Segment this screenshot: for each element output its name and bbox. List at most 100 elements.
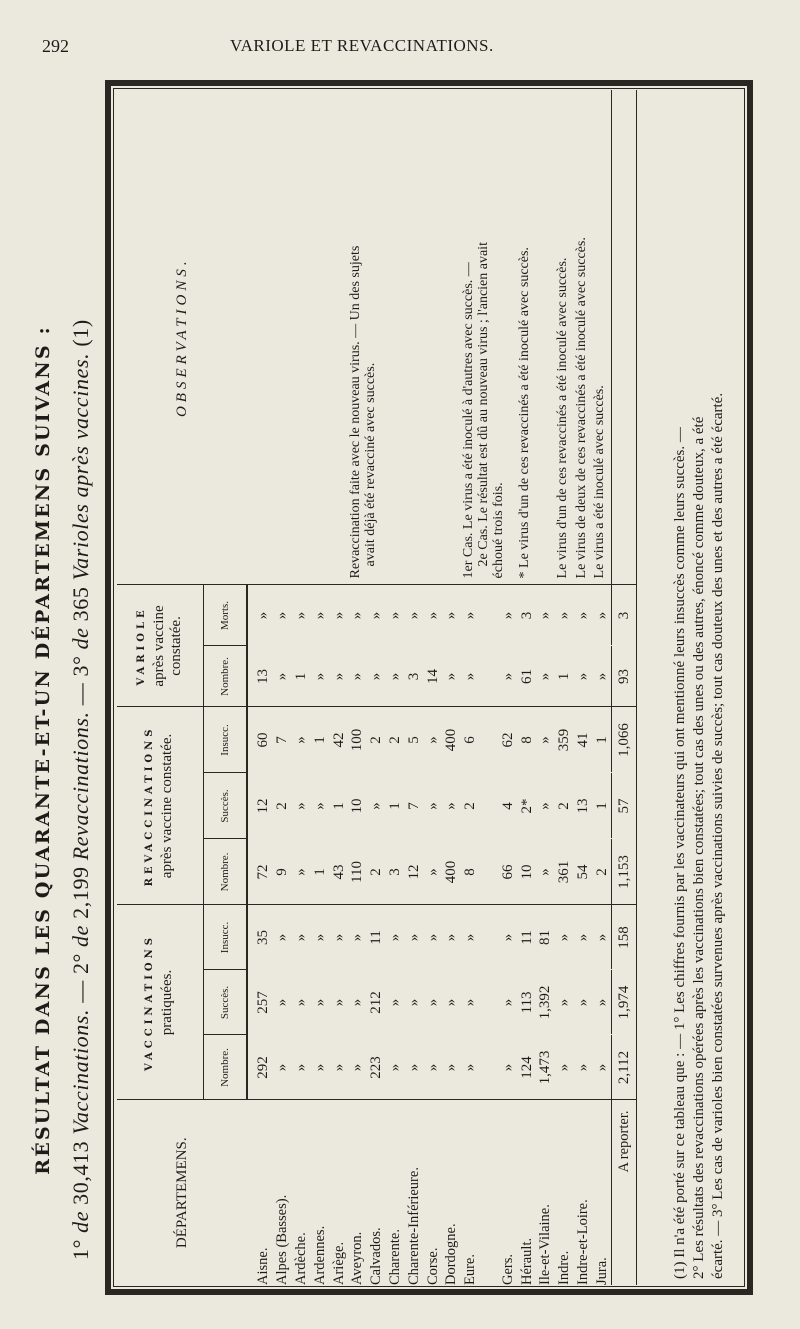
rev-insucc: 62 (499, 732, 516, 748)
variole-nombre: » (366, 645, 386, 707)
rev-insucc: 1,066 (611, 706, 637, 773)
table-row: Dordogne. » » » 400 » 400 » » (441, 90, 461, 1285)
observation-text: Le virus de deux de ces revaccinés a été… (574, 237, 589, 578)
rev-nombre: 10 (517, 838, 536, 905)
table-row: Aveyron. » » » 110 10 100 » » Revaccination faite… (347, 90, 378, 1285)
rev-insucc: 359 (556, 728, 573, 752)
vacc-nombre: 2,112 (611, 1035, 637, 1100)
variole-nombre: 61 (517, 645, 536, 707)
departement-name: Charente-Inférieure. (405, 1167, 422, 1285)
vacc-insucc: 158 (611, 904, 637, 970)
table-row: Jura. » » » 2 1 1 » » Le virus a été inoculé avec… (592, 90, 612, 1285)
vacc-nombre: » (329, 1035, 348, 1100)
departement-name: Ardennes. (311, 1225, 328, 1285)
rev-nombre: » (291, 838, 311, 905)
variole-nombre: » (385, 645, 405, 707)
variole-morts: » (556, 611, 573, 620)
departement-name: Calvados. (368, 1227, 385, 1285)
departement-name: Ardèche. (292, 1232, 309, 1285)
departement-name (480, 1100, 499, 1285)
subheader-succes: Succès. (203, 970, 247, 1035)
table-row: Ardennes. » » » 1 » 1 » » (310, 90, 330, 1285)
vacc-insucc (480, 905, 499, 970)
rev-nombre: 72 (247, 838, 273, 905)
rev-insucc (480, 707, 499, 773)
table-row: Gers. » » » 66 4 62 » » (498, 90, 518, 1285)
variole-nombre: 1 (554, 645, 574, 707)
rev-succes: 2* (518, 798, 535, 814)
vacc-insucc: » (424, 933, 441, 942)
rev-succes: 1 (386, 802, 403, 810)
table-row: Indre-et-Loire. » » » 54 13 41 » » Le virus de de… (573, 90, 593, 1285)
header-departements: DÉPARTEMENS. (173, 1137, 190, 1249)
vacc-nombre: » (573, 1035, 593, 1100)
variole-nombre: » (272, 645, 292, 707)
rev-insucc: 1 (311, 736, 328, 744)
variole-morts: » (368, 611, 385, 620)
observation-cell (385, 90, 405, 585)
departement-name: Aveyron. (349, 1231, 366, 1285)
rev-succes: 2 (556, 802, 573, 810)
vacc-nombre: » (310, 1035, 330, 1100)
subheader-succes: Succès. (203, 772, 247, 839)
observation-line: Le virus d'un de ces revaccinés a été in… (554, 257, 570, 579)
vacc-succes: » (292, 998, 309, 1007)
footnote-line: écarté. — 3° Les cas de varioles bien co… (710, 392, 726, 1279)
variole-nombre: 3 (404, 645, 424, 707)
variole-morts: » (593, 611, 610, 620)
table-title: RÉSULTAT DANS LES QUARANTE-ET-UN DÉPARTE… (32, 325, 54, 1175)
rev-succes: 1 (593, 802, 610, 810)
subtitle-part: Vaccinations. (68, 1008, 93, 1135)
rev-succes: 10 (349, 798, 366, 814)
table-row (479, 90, 499, 1285)
variole-nombre: » (592, 645, 612, 707)
vacc-succes: » (311, 998, 328, 1007)
subtitle-part: — 2° (68, 953, 93, 1003)
rev-succes (480, 773, 499, 839)
rev-insucc: 41 (574, 732, 591, 748)
footnote: (1) Il n'a été porté sur ce tableau que … (671, 94, 728, 1279)
rev-nombre: 8 (460, 838, 480, 905)
variole-nombre: » (329, 645, 348, 707)
subtitle-part: (1) (68, 319, 93, 347)
observation-line: * Le virus d'un de ces revaccinés a été … (517, 247, 533, 579)
rev-succes: 12 (255, 798, 272, 814)
vacc-succes: » (349, 998, 366, 1007)
variole-morts: » (424, 611, 441, 620)
table-row: Charente. » » » 3 1 2 » » (385, 90, 405, 1285)
rev-nombre: 66 (498, 838, 518, 905)
observation-cell: Le virus d'un de ces revaccinés a été in… (554, 90, 574, 585)
variole-morts: » (386, 611, 403, 620)
vacc-succes: » (499, 998, 516, 1007)
header-revaccinations-sub: après vaccine constatée. (159, 733, 175, 879)
footnote-line: (1) Il n'a été porté sur ce tableau que … (672, 427, 688, 1279)
variole-morts: » (274, 611, 291, 620)
vacc-nombre: » (385, 1035, 405, 1100)
rev-insucc: 1 (593, 736, 610, 744)
subheader-nombre: Nombre. (203, 838, 247, 905)
variole-nombre: 14 (423, 645, 442, 707)
variole-nombre: » (573, 645, 593, 707)
rev-succes: 13 (574, 798, 591, 814)
table-row: Charente-Inférieure. » » » 12 7 5 3 » (404, 90, 424, 1285)
table-row: Ardèche. » » » » » » 1 » (291, 90, 311, 1285)
observation-cell (366, 90, 386, 585)
variole-morts: » (311, 611, 328, 620)
vacc-insucc: » (574, 933, 591, 942)
vacc-nombre: » (554, 1035, 574, 1100)
observation-line: 1er Cas. Le virus a été inoculé à d'autr… (460, 262, 476, 579)
vacc-succes: » (556, 998, 573, 1007)
rev-insucc: » (424, 736, 441, 744)
rev-insucc: 2 (368, 736, 385, 744)
table-frame: DÉPARTEMENS. VACCINATIONS pratiquées. RE… (105, 80, 753, 1295)
observation-cell (272, 90, 292, 585)
variole-nombre (479, 645, 499, 707)
rev-succes: 57 (611, 772, 637, 839)
observation-cell (441, 90, 461, 585)
vacc-succes: » (424, 998, 441, 1007)
vacc-succes: » (405, 998, 422, 1007)
vacc-insucc: » (349, 933, 366, 942)
subtitle-part: de (68, 1210, 93, 1233)
rev-insucc: 60 (255, 732, 272, 748)
vacc-succes: » (593, 998, 610, 1007)
